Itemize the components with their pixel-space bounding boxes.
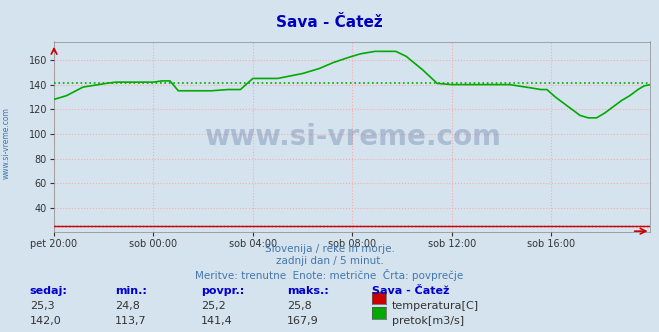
Text: 24,8: 24,8 [115, 301, 140, 311]
Text: zadnji dan / 5 minut.: zadnji dan / 5 minut. [275, 256, 384, 266]
Text: 113,7: 113,7 [115, 316, 147, 326]
Text: temperatura[C]: temperatura[C] [392, 301, 479, 311]
Text: 25,2: 25,2 [201, 301, 226, 311]
Text: maks.:: maks.: [287, 286, 328, 295]
Text: www.si-vreme.com: www.si-vreme.com [204, 123, 501, 151]
Text: povpr.:: povpr.: [201, 286, 244, 295]
Text: 25,8: 25,8 [287, 301, 312, 311]
Text: min.:: min.: [115, 286, 147, 295]
Text: 142,0: 142,0 [30, 316, 61, 326]
Text: www.si-vreme.com: www.si-vreme.com [2, 107, 11, 179]
Text: 167,9: 167,9 [287, 316, 318, 326]
Text: 141,4: 141,4 [201, 316, 233, 326]
Text: Sava - Čatež: Sava - Čatež [372, 286, 449, 295]
Text: 25,3: 25,3 [30, 301, 54, 311]
Text: Sava - Čatež: Sava - Čatež [276, 15, 383, 30]
Text: Slovenija / reke in morje.: Slovenija / reke in morje. [264, 244, 395, 254]
Text: pretok[m3/s]: pretok[m3/s] [392, 316, 464, 326]
Text: sedaj:: sedaj: [30, 286, 67, 295]
Text: Meritve: trenutne  Enote: metrične  Črta: povprečje: Meritve: trenutne Enote: metrične Črta: … [195, 269, 464, 281]
